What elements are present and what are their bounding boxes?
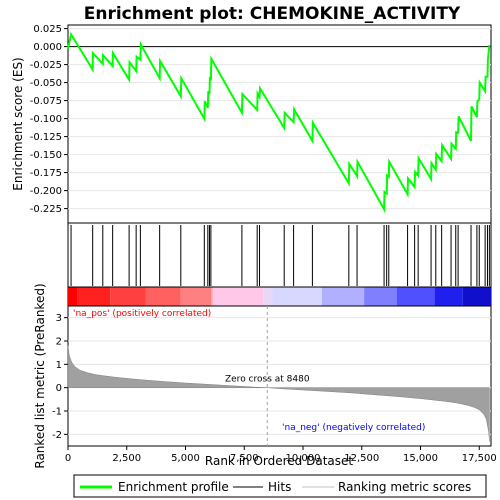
hits-track [70, 225, 490, 286]
heatmap-segment [211, 287, 213, 306]
heatmap-segment [272, 287, 322, 306]
x-tick-label: 12,500 [344, 453, 379, 464]
x-tick-label: 15,000 [403, 453, 438, 464]
heatmap-segment [321, 287, 365, 306]
heatmap-segment [263, 287, 273, 306]
x-tick-label: 5,000 [171, 453, 200, 464]
es-y-tick-label: 0.025 [33, 24, 62, 35]
x-tick-label: 7,500 [230, 453, 259, 464]
x-axis-label: Rank in Ordered Dataset [205, 454, 353, 468]
heatmap-segment [110, 287, 146, 306]
negative-label: 'na_neg' (negatively correlated) [282, 423, 425, 433]
x-tick-label: 17,500 [462, 453, 497, 464]
heatmap-segment [145, 287, 181, 306]
ranking-metric-fill [67, 345, 490, 442]
heatmap-segment [212, 287, 264, 306]
heatmap-segment [397, 287, 435, 306]
metric-y-axis-label: Ranked list metric (PreRanked) [33, 283, 47, 468]
heatmap-segment [68, 287, 78, 306]
metric-y-tick-label: 2 [56, 337, 62, 348]
zero-cross-label: Zero cross at 8480 [225, 375, 310, 385]
metric-x-axis: 0 2,500 5,000 7,500 10,000 12,500 15,000 17,500 [65, 446, 497, 464]
enrichment-profile-line [67, 31, 491, 213]
es-y-tick-label: -0.225 [30, 204, 62, 215]
legend-label-hits: Hits [268, 480, 291, 494]
metric-y-tick-label: -1 [52, 407, 62, 418]
hits-frame [67, 222, 492, 288]
metric-y-tick-label: 1 [56, 360, 62, 371]
rank-heatmap [68, 287, 491, 306]
es-y-tick-label: -0.150 [30, 150, 62, 161]
metric-y-tick-label: -2 [52, 430, 62, 441]
es-y-tick-label: -0.075 [30, 96, 62, 107]
es-y-tick-label: -0.100 [30, 114, 62, 125]
metric-y-tick-label: 3 [56, 313, 62, 324]
es-y-tick-label: 0.000 [33, 42, 62, 53]
metric-y-axis: 3 2 1 0 -1 -2 [52, 313, 68, 441]
legend-label-enrichment: Enrichment profile [118, 480, 229, 494]
legend-box [73, 474, 487, 498]
legend-label-ranking: Ranking metric scores [338, 480, 471, 494]
legend-item-hits: Hits [233, 480, 291, 494]
x-tick-label: 10,000 [286, 453, 321, 464]
heatmap-segment [434, 287, 463, 306]
heatmap-segment [77, 287, 111, 306]
heatmap-segment [462, 287, 491, 306]
es-y-tick-label: -0.175 [30, 168, 62, 179]
positive-label: 'na_pos' (positively correlated) [73, 309, 211, 319]
legend-item-ranking: Ranking metric scores [302, 480, 471, 494]
chart-title: Enrichment plot: CHEMOKINE_ACTIVITY [84, 4, 461, 24]
metric-y-tick-label: 0 [56, 383, 62, 394]
es-y-axis: 0.025 0.000 -0.025 -0.050 -0.075 -0.100 -0.125… [30, 24, 68, 215]
es-plot-frame [67, 24, 492, 224]
enrichment-profile-path [67, 31, 491, 213]
legend-item-enrichment: Enrichment profile [80, 480, 229, 494]
x-tick-label: 0 [65, 453, 71, 464]
es-y-tick-label: -0.125 [30, 132, 62, 143]
heatmap-segment [180, 287, 212, 306]
heatmap-segment [364, 287, 397, 306]
x-tick-label: 2,500 [112, 453, 141, 464]
es-y-axis-label: Enrichment score (ES) [11, 57, 25, 190]
es-y-tick-label: -0.200 [30, 186, 62, 197]
ranking-metric-area [67, 345, 490, 442]
es-y-tick-label: -0.025 [30, 60, 62, 71]
es-y-tick-label: -0.050 [30, 78, 62, 89]
